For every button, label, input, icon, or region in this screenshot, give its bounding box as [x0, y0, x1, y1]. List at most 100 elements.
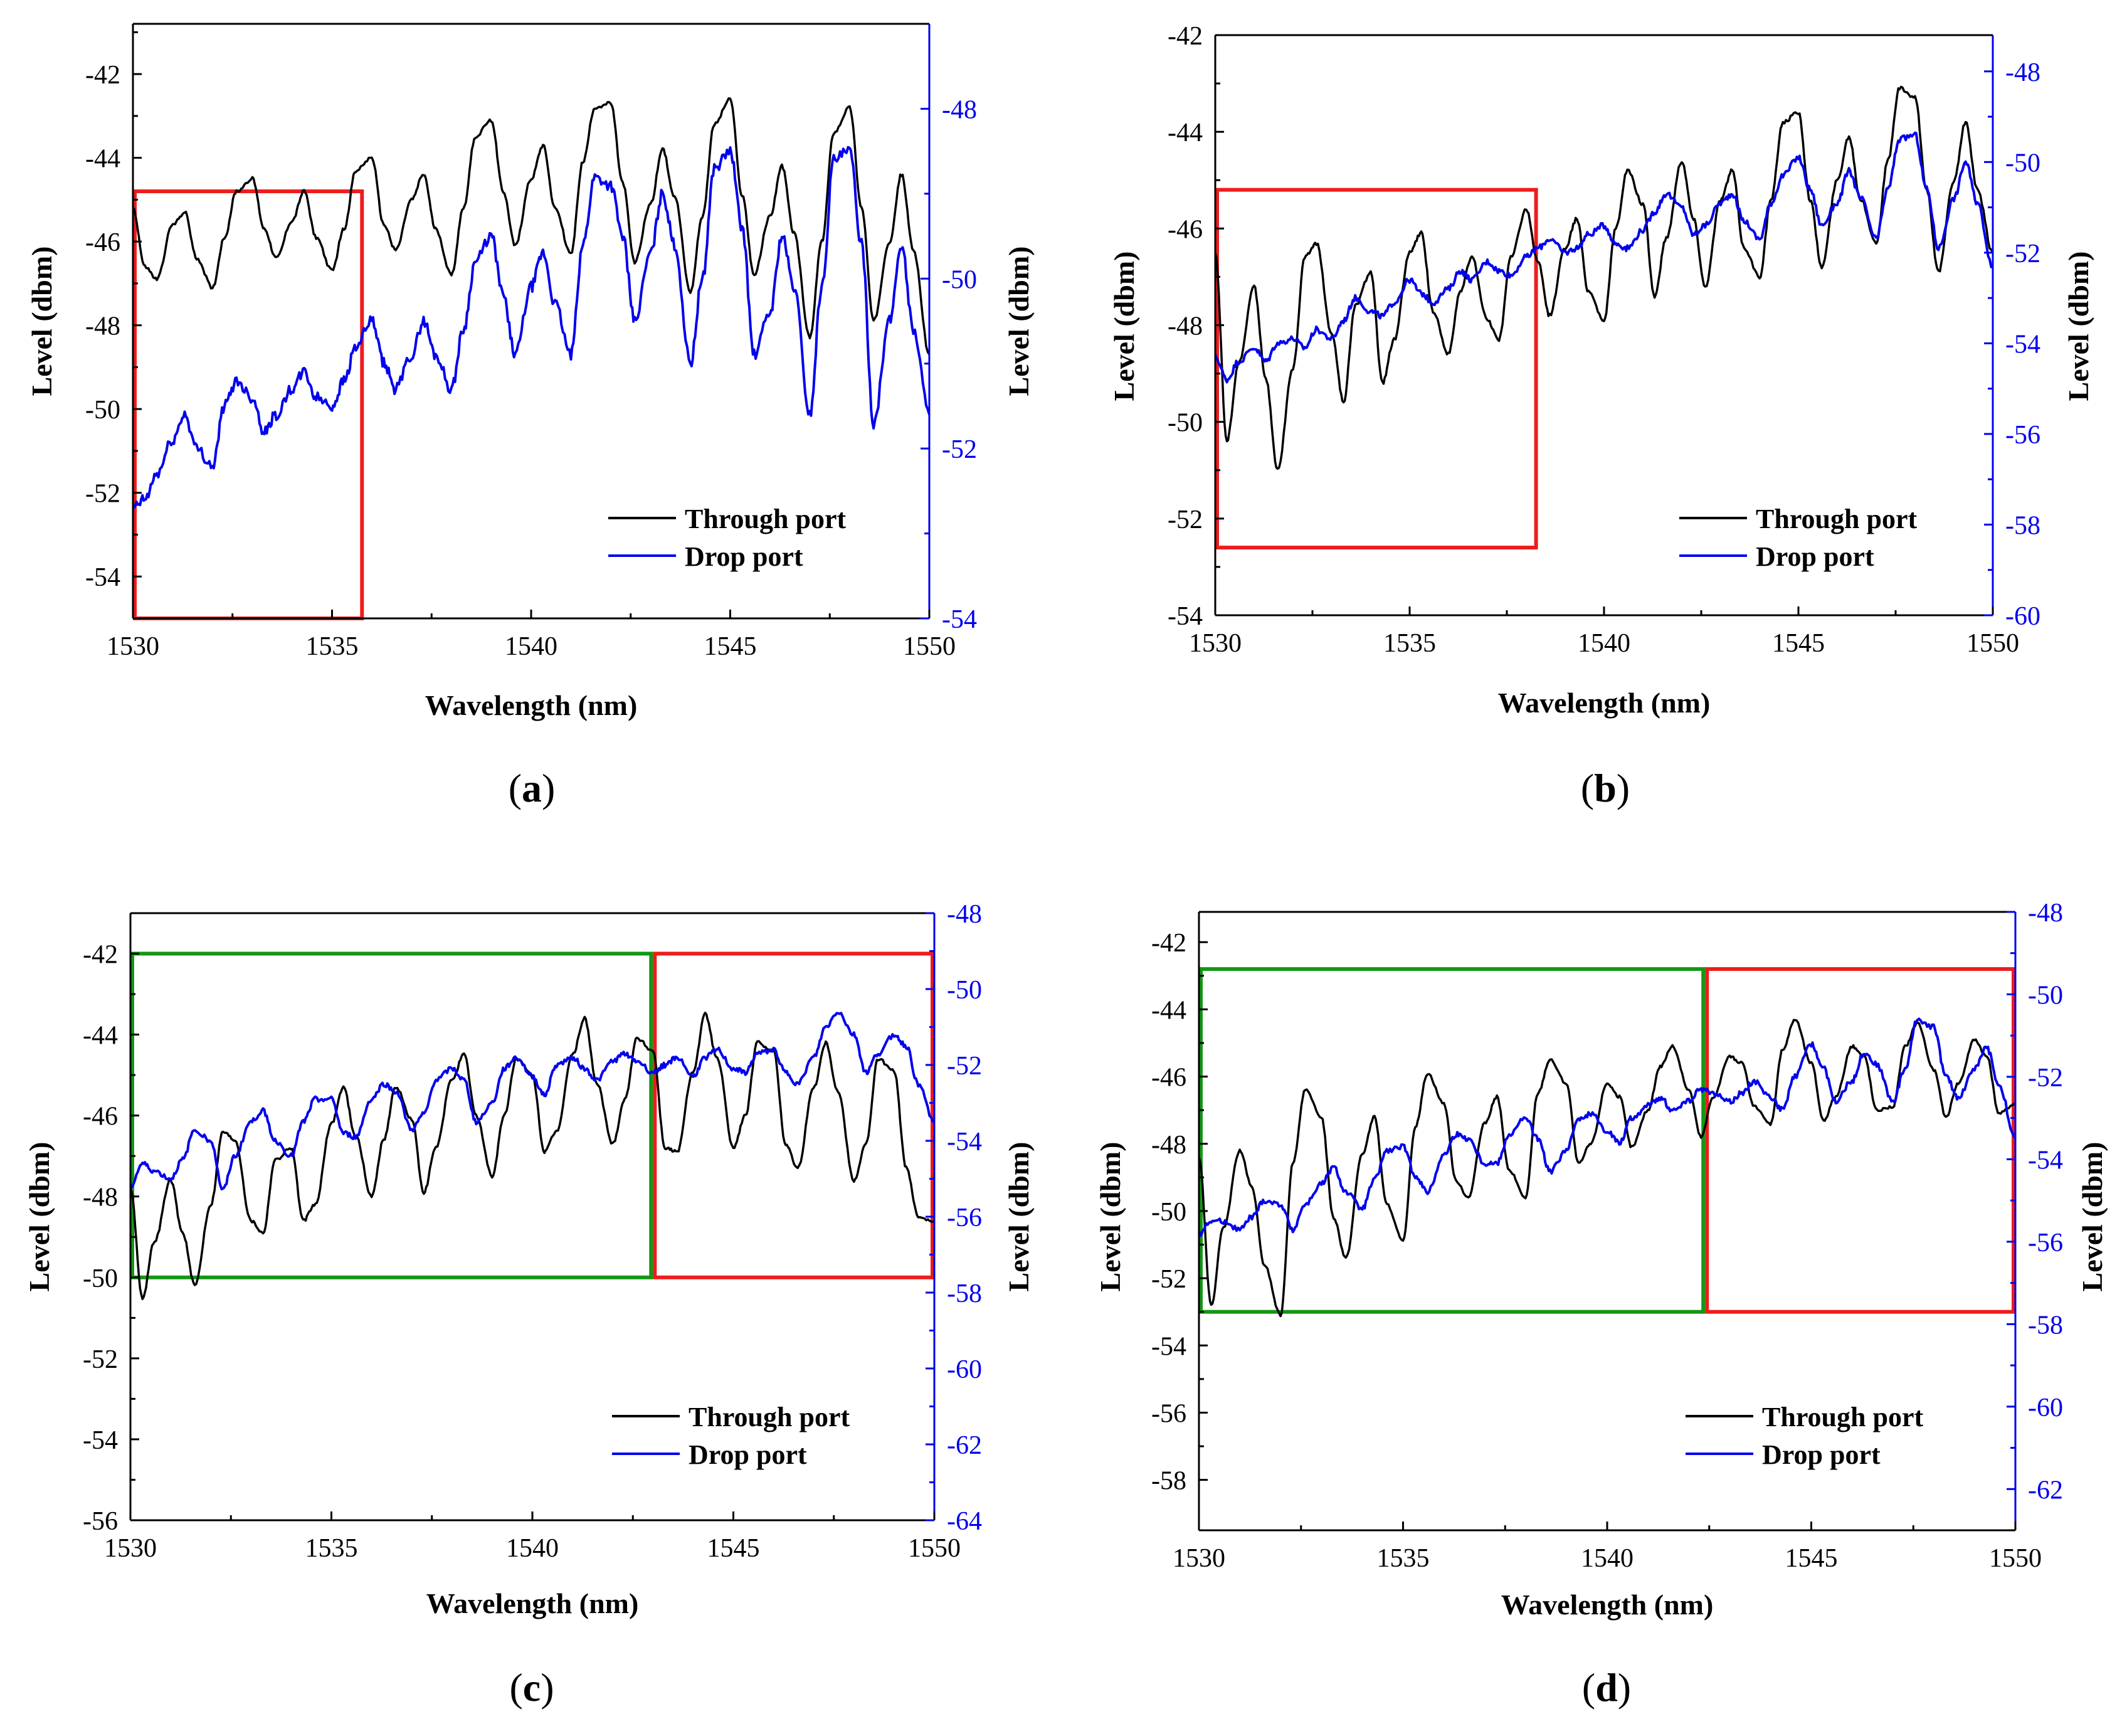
x-axis-title: Wavelength (nm)	[426, 1587, 639, 1619]
x-ticks: 1530 1535 1540 1545 1550	[1173, 1522, 2042, 1573]
legend: Through port Drop port	[1686, 1402, 1923, 1470]
left-y-tick-label: -44	[1151, 996, 1186, 1025]
left-y-tick-label: -56	[83, 1507, 118, 1536]
right-y-tick-label: -48	[2028, 899, 2063, 928]
drop-port-series	[133, 146, 929, 509]
x-tick-label: 1540	[506, 1534, 559, 1563]
right-y-tick-label: -52	[942, 435, 977, 464]
left-y-tick-label: -42	[1151, 929, 1186, 958]
right-y-tick-label: -54	[947, 1128, 982, 1156]
highlight-boxes	[1215, 188, 1538, 550]
caption-c: (c)	[509, 1665, 554, 1710]
right-y-ticks: -64 -62 -60 -58 -56 -54 -52 -50 -48	[926, 900, 982, 1536]
through-port-series	[1215, 85, 1993, 470]
red-highlight-box-0	[1215, 188, 1538, 550]
left-y-tick-label: -50	[1151, 1198, 1186, 1227]
left-y-tick-label: -42	[1168, 22, 1203, 51]
x-ticks: 1530 1535 1540 1545 1550	[1189, 606, 2019, 658]
right-y-tick-label: -64	[947, 1507, 982, 1536]
right-y-tick-label: -58	[2005, 511, 2040, 540]
legend-label-through: Through port	[689, 1402, 850, 1432]
left-y-tick-label: -46	[85, 228, 120, 257]
x-tick-label: 1530	[1189, 629, 1242, 658]
left-y-axis-title: Level (dbm)	[26, 246, 58, 396]
plot-frame	[132, 23, 931, 620]
x-axis-title: Wavelength (nm)	[1498, 687, 1711, 719]
right-y-tick-label: -50	[2005, 149, 2040, 177]
plot-frame	[1198, 911, 2017, 1532]
right-y-ticks: -62 -60 -58 -56 -54 -52 -50 -48	[2007, 899, 2063, 1505]
left-y-tick-label: -58	[1151, 1467, 1186, 1496]
left-y-tick-label: -48	[85, 312, 120, 341]
right-y-tick-label: -60	[2005, 602, 2040, 631]
highlight-boxes	[130, 951, 935, 1279]
left-y-tick-label: -44	[83, 1022, 118, 1051]
legend-label-drop: Drop port	[1756, 541, 1874, 572]
x-tick-label: 1530	[1173, 1544, 1225, 1573]
panel-d: 1530 1535 1540 1545 1550 -58 -56 -54 -52 -50 -48 -…	[1064, 868, 2127, 1736]
legend-label-drop: Drop port	[689, 1439, 807, 1470]
chart-b: 1530 1535 1540 1545 1550 -54-52-50-48-46-44-…	[1108, 22, 2094, 719]
x-axis-title: Wavelength (nm)	[1501, 1589, 1714, 1621]
x-tick-label: 1535	[1377, 1544, 1430, 1573]
left-y-tick-label: -54	[1168, 602, 1203, 631]
right-y-tick-label: -48	[942, 95, 977, 124]
left-y-tick-label: -50	[1168, 409, 1203, 438]
left-y-axis-title: Level (dbm)	[23, 1142, 55, 1292]
left-y-tick-label: -52	[85, 480, 120, 509]
right-y-tick-label: -52	[2028, 1064, 2063, 1093]
x-tick-label: 1535	[1383, 629, 1436, 658]
right-y-tick-label: -56	[947, 1204, 982, 1232]
left-y-tick-label: -44	[85, 145, 120, 174]
series-group	[1199, 1017, 2015, 1318]
left-y-tick-label: -42	[85, 61, 120, 90]
right-y-tick-label: -62	[947, 1431, 982, 1460]
left-y-tick-label: -46	[83, 1103, 118, 1131]
legend: Through port Drop port	[612, 1402, 850, 1470]
x-tick-label: 1530	[104, 1534, 157, 1563]
green-highlight-box-0	[1199, 967, 1706, 1314]
chart-d: 1530 1535 1540 1545 1550 -58 -56 -54 -52 -50 -48 -…	[1094, 899, 2108, 1621]
x-tick-label: 1540	[1581, 1544, 1634, 1573]
x-tick-label: 1550	[903, 632, 956, 661]
left-y-axis-title: Level (dbm)	[1094, 1142, 1126, 1292]
green-highlight-box-0	[130, 951, 653, 1279]
x-tick-label: 1545	[1785, 1544, 1838, 1573]
legend-label-through: Through port	[1756, 504, 1917, 534]
left-y-tick-label: -48	[1151, 1131, 1186, 1160]
right-y-tick-label: -56	[2028, 1229, 2063, 1257]
panel-a: 1530 1535 1540 1545 1550 -54 -52 -50 -48 -46 -44-…	[0, 0, 1064, 868]
x-tick-label: 1535	[306, 632, 359, 661]
x-tick-label: 1550	[908, 1534, 961, 1563]
right-y-axis-title: Level (dbm)	[2076, 1142, 2108, 1292]
x-tick-label: 1540	[505, 632, 557, 661]
right-y-tick-label: -50	[947, 976, 982, 1005]
right-y-tick-label: -54	[942, 605, 977, 634]
x-tick-label: 1550	[1989, 1544, 2042, 1573]
series-group	[1215, 85, 1993, 470]
highlight-boxes	[1199, 967, 2015, 1314]
left-y-tick-label: -44	[1168, 119, 1203, 147]
left-y-tick-label: -54	[85, 563, 120, 592]
x-axis-title: Wavelength (nm)	[425, 689, 638, 721]
x-tick-label: 1530	[107, 632, 159, 661]
red-highlight-box-1	[1705, 967, 2015, 1314]
left-y-ticks: -58 -56 -54 -52 -50 -48 -46 -44 -42	[1151, 929, 1208, 1496]
right-y-axis-title: Level (dbm)	[2062, 251, 2094, 401]
series-group	[133, 97, 929, 509]
series-group	[130, 1012, 934, 1301]
legend-label-drop: Drop port	[1762, 1439, 1881, 1470]
left-y-ticks: -54 -52 -50 -48 -46 -44 -42	[1168, 22, 1224, 631]
panel-b: 1530 1535 1540 1545 1550 -54 -52 -50 -48 -46 -44-…	[1064, 0, 2127, 868]
right-y-tick-label: -48	[2005, 58, 2040, 87]
left-y-axis-title: Level (dbm)	[1108, 251, 1140, 401]
x-ticks: 1530 1535 1540 1545 1550	[104, 1511, 961, 1563]
right-y-tick-label: -54	[2028, 1146, 2063, 1175]
left-y-tick-label: -52	[1168, 505, 1203, 534]
legend: Through port Drop port	[1679, 504, 1917, 572]
left-y-tick-label: -52	[1151, 1265, 1186, 1294]
left-y-tick-label: -46	[1168, 215, 1203, 244]
drop-port-series	[130, 1012, 934, 1191]
left-y-tick-label: -48	[1168, 312, 1203, 341]
legend-label-drop: Drop port	[685, 541, 803, 572]
